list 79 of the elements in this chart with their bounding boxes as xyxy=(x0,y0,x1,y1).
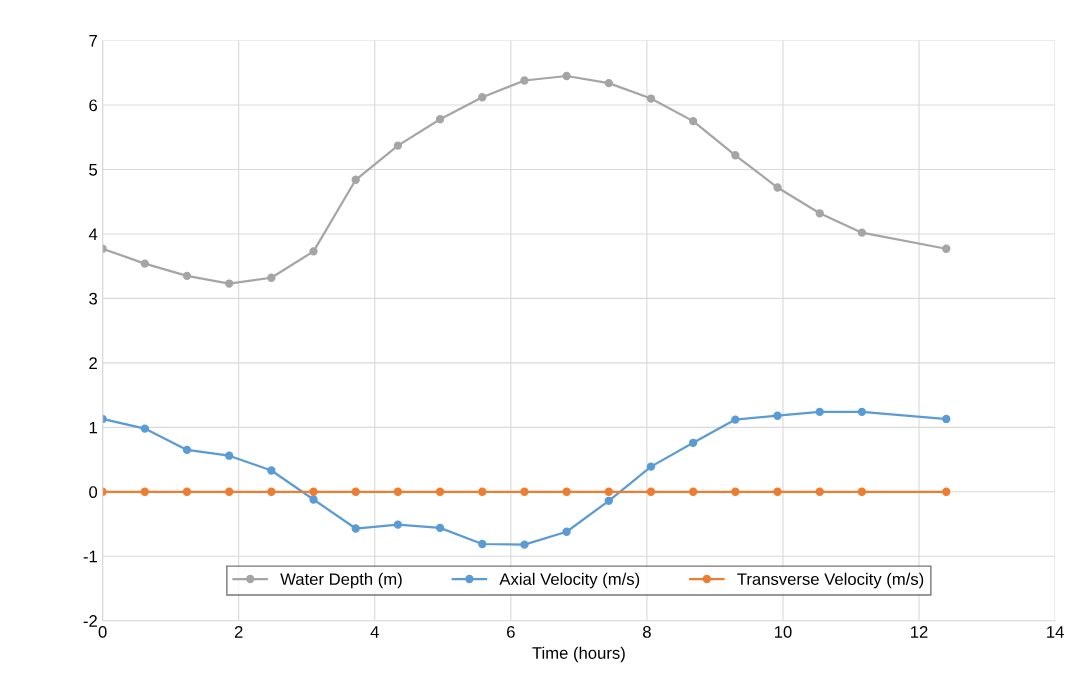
point xyxy=(520,76,529,85)
point xyxy=(478,93,487,102)
point xyxy=(773,183,782,192)
point xyxy=(225,279,234,288)
y-tick-label: 2 xyxy=(89,357,97,369)
point xyxy=(140,424,149,433)
y-tick-label: -2 xyxy=(83,615,97,627)
point xyxy=(140,259,149,268)
point xyxy=(646,462,656,471)
point xyxy=(267,273,276,282)
point xyxy=(942,414,951,424)
x-axis-title: Time (hours) xyxy=(532,646,625,663)
point xyxy=(646,487,656,496)
x-tick-label: 14 xyxy=(1047,626,1064,638)
legend-label: Water Depth (m) xyxy=(280,572,402,589)
point xyxy=(267,487,276,496)
point xyxy=(435,115,445,124)
x-tick-label: 8 xyxy=(642,626,651,638)
point xyxy=(225,451,234,460)
point xyxy=(688,116,698,126)
point xyxy=(857,407,867,417)
y-tick-label: 7 xyxy=(89,35,97,47)
point xyxy=(688,438,698,447)
point xyxy=(351,175,360,184)
x-tick-label: 12 xyxy=(911,626,928,638)
point xyxy=(604,496,613,505)
point xyxy=(604,487,613,496)
x-tick-label: 4 xyxy=(370,626,379,638)
point xyxy=(309,487,318,496)
point xyxy=(815,487,824,496)
point xyxy=(393,487,403,496)
point xyxy=(478,539,487,549)
point xyxy=(857,228,867,237)
point xyxy=(562,527,571,536)
x-tick-label: 0 xyxy=(98,626,107,638)
point xyxy=(688,487,698,496)
point xyxy=(520,540,529,549)
legend-label: Transverse Velocity (m/s) xyxy=(737,572,924,589)
point xyxy=(309,247,318,256)
point xyxy=(773,411,782,420)
point xyxy=(309,495,318,504)
point xyxy=(351,487,360,496)
point xyxy=(604,78,613,88)
point xyxy=(520,487,529,496)
y-tick-label: -1 xyxy=(83,550,97,563)
point xyxy=(773,487,782,496)
point xyxy=(731,151,740,160)
point xyxy=(731,487,740,496)
point xyxy=(942,487,951,496)
point xyxy=(351,524,360,533)
point xyxy=(267,466,276,475)
point xyxy=(225,487,234,496)
x-tick-label: 2 xyxy=(234,626,243,638)
point xyxy=(562,487,571,496)
point xyxy=(435,523,445,533)
point xyxy=(435,487,445,496)
point xyxy=(393,520,403,529)
point xyxy=(140,487,149,496)
y-tick-label: 6 xyxy=(89,99,98,112)
y-tick-label: 1 xyxy=(89,421,97,434)
point xyxy=(562,71,571,81)
point xyxy=(942,244,951,253)
point xyxy=(478,487,487,496)
y-tick-label: 5 xyxy=(89,164,98,176)
y-tick-label: 3 xyxy=(89,292,98,305)
point xyxy=(815,209,824,218)
point xyxy=(182,445,192,455)
point xyxy=(182,271,192,281)
point xyxy=(182,487,192,496)
x-tick-label: 10 xyxy=(774,626,792,638)
y-tick-label: 0 xyxy=(89,486,98,498)
legend-label: Axial Velocity (m/s) xyxy=(499,572,640,589)
x-tick-label: 6 xyxy=(507,626,515,638)
y-tick-label: 4 xyxy=(88,228,98,240)
point xyxy=(646,94,656,103)
point xyxy=(815,407,824,417)
point xyxy=(857,487,867,496)
point xyxy=(393,141,403,150)
point xyxy=(731,415,740,424)
